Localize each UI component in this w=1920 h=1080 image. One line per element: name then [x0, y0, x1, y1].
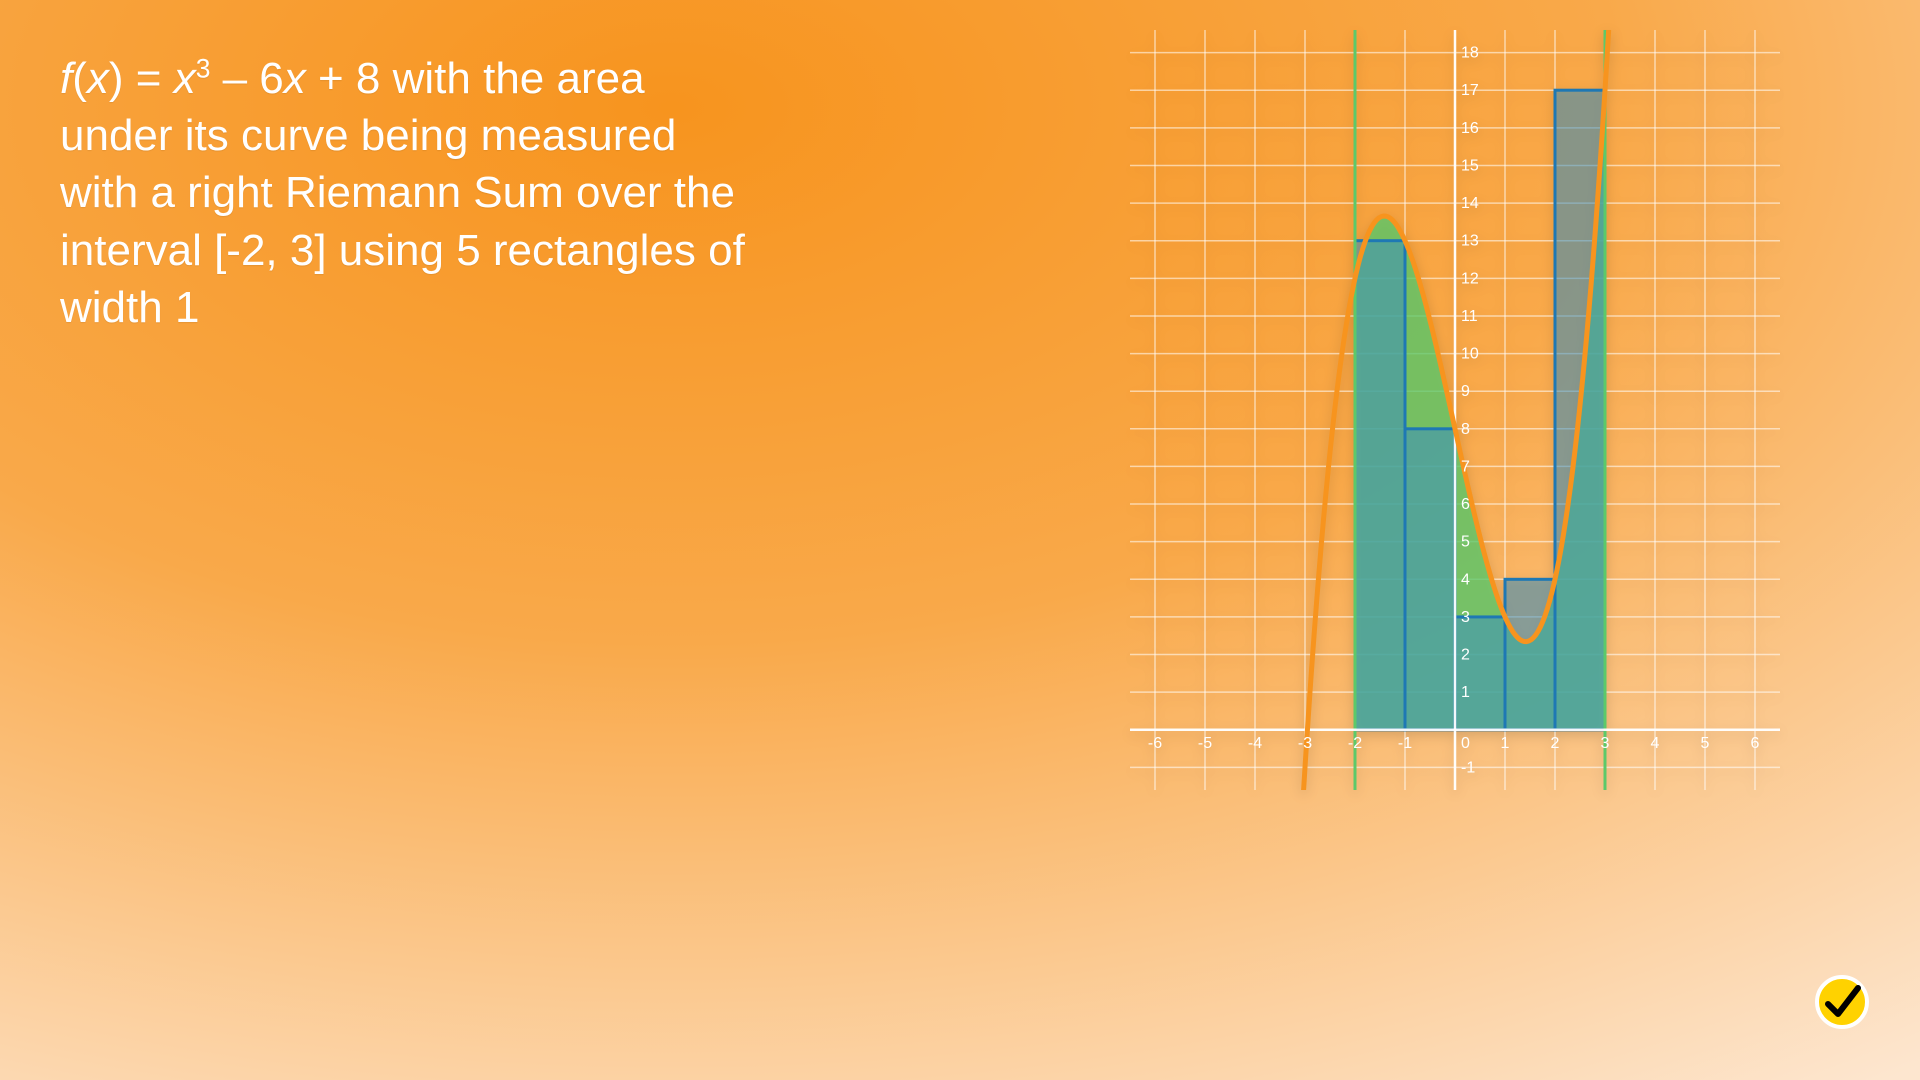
x-tick-label: 5: [1701, 735, 1710, 752]
y-tick-label: -1: [1461, 759, 1475, 776]
chart-svg: -6-5-4-3-2-10123456-11234567891011121314…: [1130, 30, 1780, 790]
y-tick-label: 6: [1461, 496, 1470, 513]
y-tick-label: 16: [1461, 120, 1479, 137]
y-tick-label: 11: [1461, 308, 1478, 325]
x-tick-label: 0: [1461, 735, 1470, 752]
x-tick-label: 2: [1551, 735, 1560, 752]
x-tick-label: -3: [1298, 735, 1312, 752]
riemann-rectangle: [1455, 617, 1505, 730]
x-tick-label: 6: [1751, 735, 1760, 752]
y-tick-label: 12: [1461, 270, 1479, 287]
y-tick-label: 15: [1461, 157, 1479, 174]
y-tick-label: 4: [1461, 571, 1470, 588]
x-tick-label: 4: [1651, 735, 1660, 752]
y-tick-label: 3: [1461, 609, 1470, 626]
x-tick-label: -4: [1248, 735, 1262, 752]
y-tick-label: 2: [1461, 647, 1470, 664]
riemann-rectangle: [1405, 429, 1455, 730]
riemann-rectangle: [1355, 241, 1405, 730]
y-tick-label: 14: [1461, 195, 1479, 212]
y-tick-label: 1: [1461, 684, 1470, 701]
x-tick-label: 1: [1501, 735, 1510, 752]
riemann-chart: -6-5-4-3-2-10123456-11234567891011121314…: [1130, 30, 1780, 790]
y-tick-label: 17: [1461, 82, 1479, 99]
y-tick-label: 5: [1461, 534, 1470, 551]
y-tick-label: 13: [1461, 233, 1479, 250]
brand-checkmark-icon: [1814, 974, 1870, 1030]
x-tick-label: -1: [1398, 735, 1412, 752]
y-tick-label: 18: [1461, 45, 1479, 62]
x-tick-label: -2: [1348, 735, 1362, 752]
x-tick-label: -5: [1198, 735, 1212, 752]
fn-name: f: [60, 54, 72, 103]
x-tick-label: 3: [1601, 735, 1610, 752]
y-tick-label: 10: [1461, 346, 1479, 363]
y-tick-label: 7: [1461, 458, 1470, 475]
y-tick-label: 9: [1461, 383, 1470, 400]
y-tick-label: 8: [1461, 421, 1470, 438]
problem-statement: f(x) = x3 – 6x + 8 with the area under i…: [60, 50, 760, 336]
x-tick-label: -6: [1148, 735, 1162, 752]
